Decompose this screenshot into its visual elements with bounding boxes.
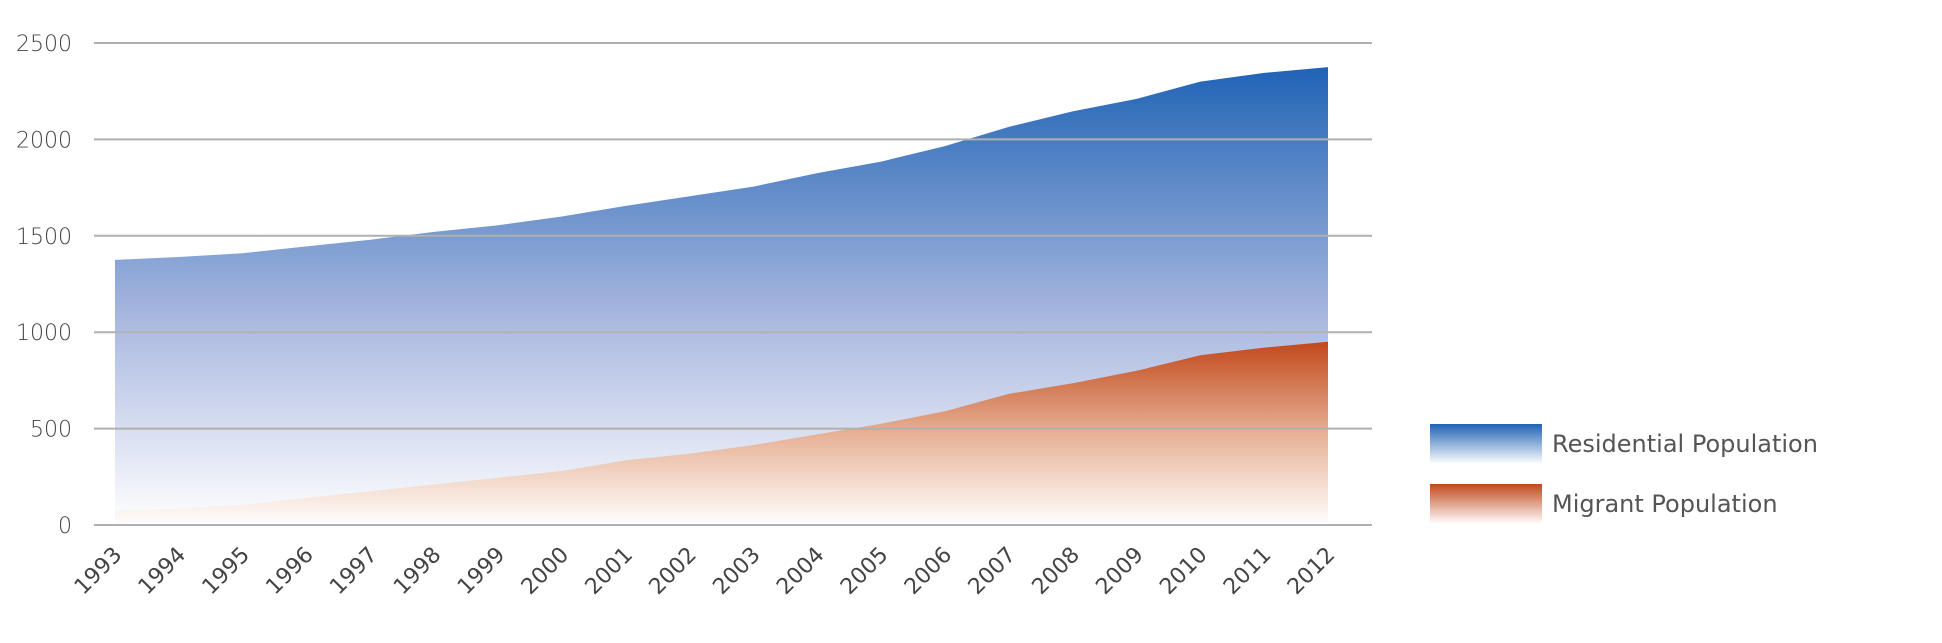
gridlines (94, 42, 1372, 526)
x-tick-label-2009: 2009 (1091, 543, 1148, 600)
y-tick-label-2500: 2500 (16, 32, 72, 57)
x-tick-label-1998: 1998 (389, 543, 446, 600)
x-tick-label-2006: 2006 (900, 543, 957, 600)
x-tick-label-2002: 2002 (645, 543, 702, 600)
x-tick-label-2011: 2011 (1219, 543, 1276, 600)
legend-label-migrant: Migrant Population (1552, 490, 1778, 518)
legend-label-residential: Residential Population (1552, 430, 1818, 458)
x-tick-label-1993: 1993 (70, 543, 127, 600)
x-tick-label-2004: 2004 (772, 543, 829, 600)
x-tick-label-1994: 1994 (134, 543, 191, 600)
area-migrant-population (115, 341, 1328, 525)
x-axis-ticks: 1993 1994 1995 1996 1997 1998 1999 2000 2001 2002… (70, 543, 1340, 600)
x-tick-label-1999: 1999 (453, 543, 510, 600)
x-tick-label-1996: 1996 (261, 543, 318, 600)
y-tick-label-0: 0 (58, 514, 72, 539)
legend-swatch-residential (1430, 424, 1542, 464)
x-tick-label-2000: 2000 (517, 543, 574, 600)
x-tick-label-1995: 1995 (198, 543, 255, 600)
x-tick-label-2001: 2001 (581, 543, 638, 600)
legend-swatch-migrant (1430, 484, 1542, 524)
y-tick-label-500: 500 (30, 418, 72, 443)
y-tick-label-2000: 2000 (16, 128, 72, 153)
y-tick-label-1000: 1000 (16, 321, 72, 346)
x-tick-label-2010: 2010 (1155, 543, 1212, 600)
legend: Residential Population Migrant Populatio… (1430, 424, 1818, 524)
x-tick-label-1997: 1997 (325, 543, 382, 600)
x-tick-label-2007: 2007 (964, 543, 1021, 600)
plot-areas (115, 67, 1328, 525)
x-tick-label-2003: 2003 (708, 543, 765, 600)
x-tick-label-2012: 2012 (1283, 543, 1340, 600)
y-axis-ticks: 0 500 1000 1500 2000 2500 (16, 32, 72, 539)
y-tick-label-1500: 1500 (16, 225, 72, 250)
x-tick-label-2005: 2005 (836, 543, 893, 600)
x-tick-label-2008: 2008 (1028, 543, 1085, 600)
